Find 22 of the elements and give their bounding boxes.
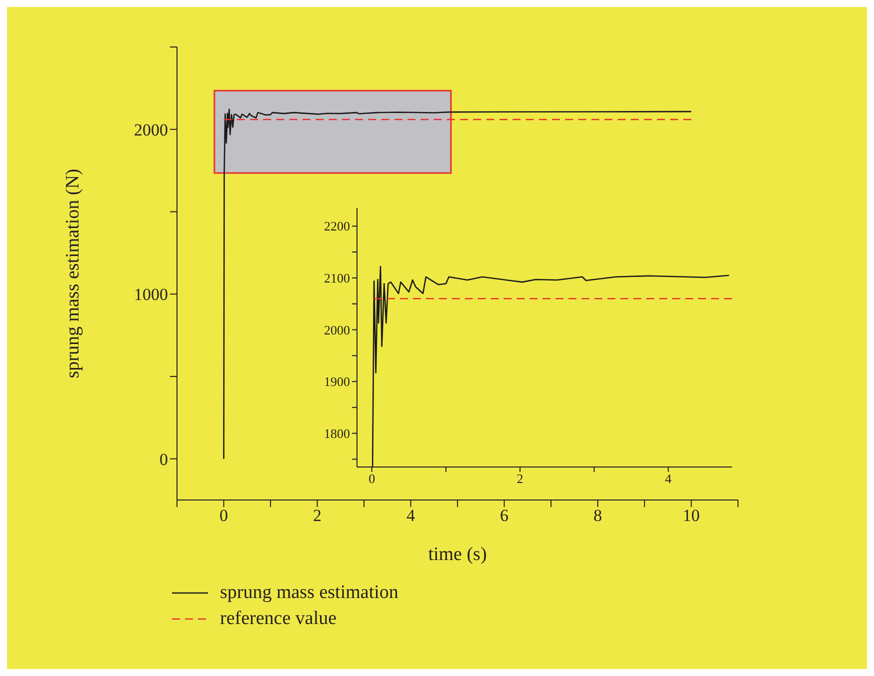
y-tick-label: 2200 xyxy=(324,218,350,234)
x-tick-label: 10 xyxy=(682,506,700,526)
y-tick-label: 2000 xyxy=(324,322,350,338)
legend-label: sprung mass estimation xyxy=(220,582,398,604)
y-tick-label: 2100 xyxy=(324,270,350,286)
legend-label: reference value xyxy=(220,608,337,630)
x-tick-label: 2 xyxy=(516,471,524,486)
y-tick-label: 2000 xyxy=(134,120,168,140)
y-axis-title: sprung mass estimation (N) xyxy=(62,168,84,378)
x-tick-label: 0 xyxy=(220,506,228,526)
y-tick-label: 1900 xyxy=(324,374,350,390)
x-tick-label: 8 xyxy=(594,506,602,526)
y-tick-label: 1800 xyxy=(324,426,350,441)
y-tick-label: 1000 xyxy=(134,285,168,304)
x-tick-label: 4 xyxy=(406,506,416,526)
x-tick-label: 2 xyxy=(313,506,322,526)
x-tick-label: 6 xyxy=(500,506,508,526)
y-tick-label: 0 xyxy=(160,450,168,469)
x-axis-title: time (s) xyxy=(428,544,487,565)
x-tick-label: 4 xyxy=(665,471,672,486)
x-tick-label: 0 xyxy=(368,471,376,486)
line-series xyxy=(223,108,692,460)
